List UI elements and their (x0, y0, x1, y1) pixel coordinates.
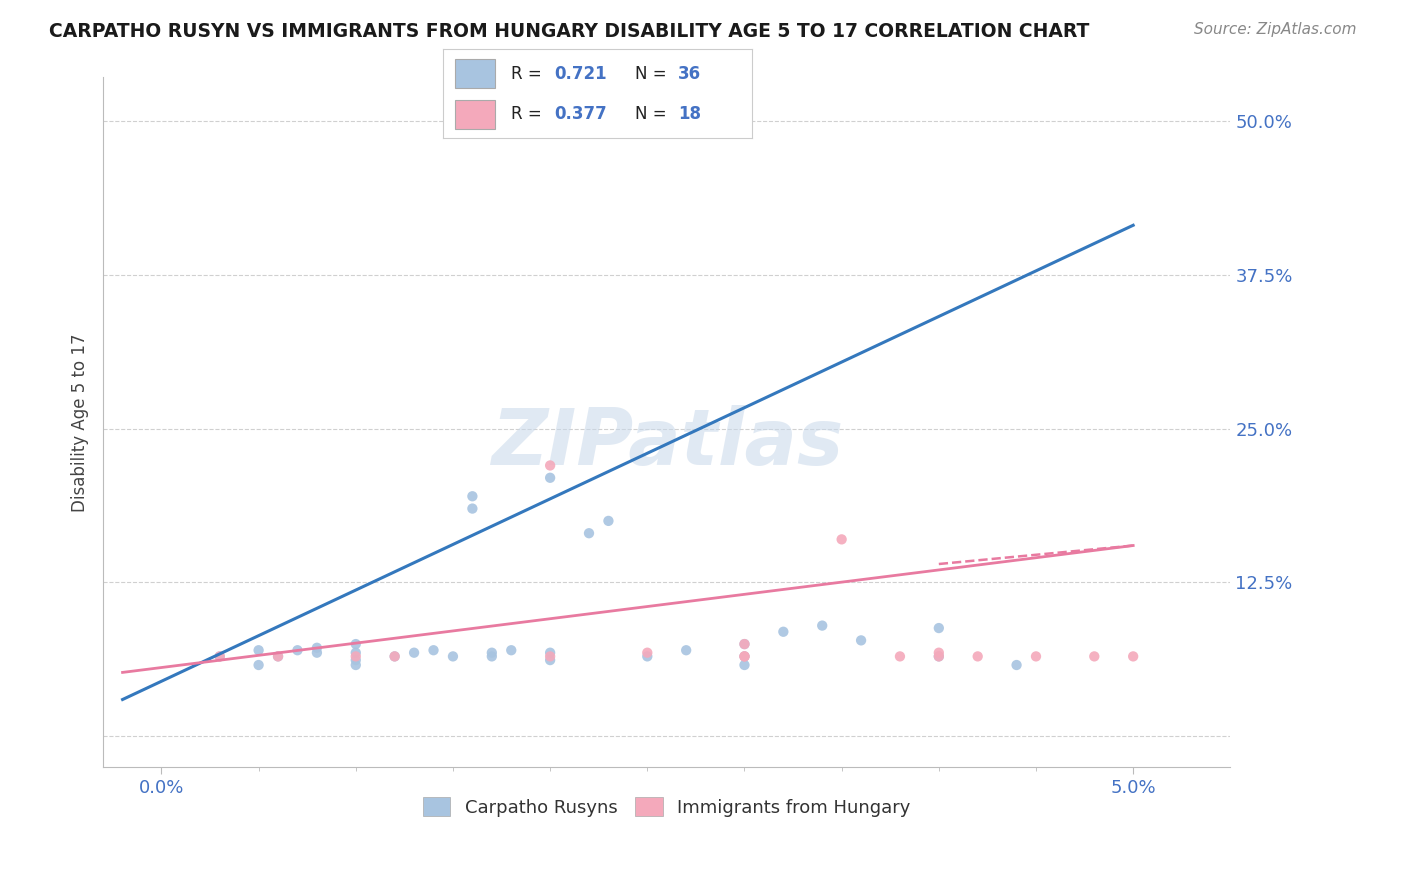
Point (636, 646, 658, 660)
Point (247, 658, 270, 673)
Point (1122, 649, 1144, 664)
Point (208, 649, 231, 664)
Point (849, 633, 872, 648)
Point (344, 637, 367, 651)
Text: 0.721: 0.721 (554, 65, 607, 83)
Point (481, 649, 503, 664)
Text: ZIPatlas: ZIPatlas (491, 405, 842, 481)
Point (441, 649, 464, 664)
Point (267, 649, 290, 664)
Point (928, 649, 950, 664)
Point (404, 646, 426, 660)
Text: R =: R = (510, 65, 547, 83)
FancyBboxPatch shape (456, 59, 495, 88)
Point (1083, 649, 1105, 664)
Y-axis label: Disability Age 5 to 17: Disability Age 5 to 17 (72, 333, 89, 512)
Point (966, 649, 988, 664)
Point (305, 646, 328, 660)
Point (733, 637, 755, 651)
Point (538, 458, 561, 473)
Legend: Carpatho Rusyns, Immigrants from Hungary: Carpatho Rusyns, Immigrants from Hungary (416, 790, 918, 824)
Point (538, 471, 561, 485)
Point (305, 640, 328, 655)
Point (733, 658, 755, 673)
Point (928, 649, 950, 664)
Text: R =: R = (510, 105, 547, 123)
Point (675, 643, 697, 657)
Point (344, 646, 367, 660)
Point (733, 637, 755, 651)
Point (461, 489, 484, 503)
Point (344, 649, 367, 664)
Point (772, 624, 794, 639)
Text: Source: ZipAtlas.com: Source: ZipAtlas.com (1194, 22, 1357, 37)
Point (538, 653, 561, 667)
Point (384, 649, 406, 664)
Text: 18: 18 (678, 105, 702, 123)
Point (461, 501, 484, 516)
Point (889, 649, 911, 664)
Text: 0.377: 0.377 (554, 105, 607, 123)
Point (733, 649, 755, 664)
Text: 36: 36 (678, 65, 702, 83)
Text: N =: N = (634, 105, 672, 123)
Point (208, 649, 231, 664)
Point (1005, 658, 1028, 673)
Point (733, 649, 755, 664)
Point (928, 621, 950, 635)
FancyBboxPatch shape (456, 100, 495, 129)
Point (811, 618, 834, 632)
Point (928, 646, 950, 660)
Point (247, 643, 270, 657)
Point (538, 646, 561, 660)
Point (344, 658, 367, 673)
Point (267, 649, 290, 664)
Point (287, 643, 309, 657)
Point (481, 646, 503, 660)
Point (344, 653, 367, 667)
Text: CARPATHO RUSYN VS IMMIGRANTS FROM HUNGARY DISABILITY AGE 5 TO 17 CORRELATION CHA: CARPATHO RUSYN VS IMMIGRANTS FROM HUNGAR… (49, 22, 1090, 41)
Point (636, 649, 658, 664)
Point (1025, 649, 1047, 664)
Point (384, 649, 406, 664)
Text: N =: N = (634, 65, 672, 83)
Point (422, 643, 444, 657)
Point (501, 643, 523, 657)
Point (831, 533, 853, 547)
Point (598, 514, 620, 528)
Point (538, 649, 561, 664)
Point (733, 649, 755, 664)
Point (578, 526, 600, 541)
